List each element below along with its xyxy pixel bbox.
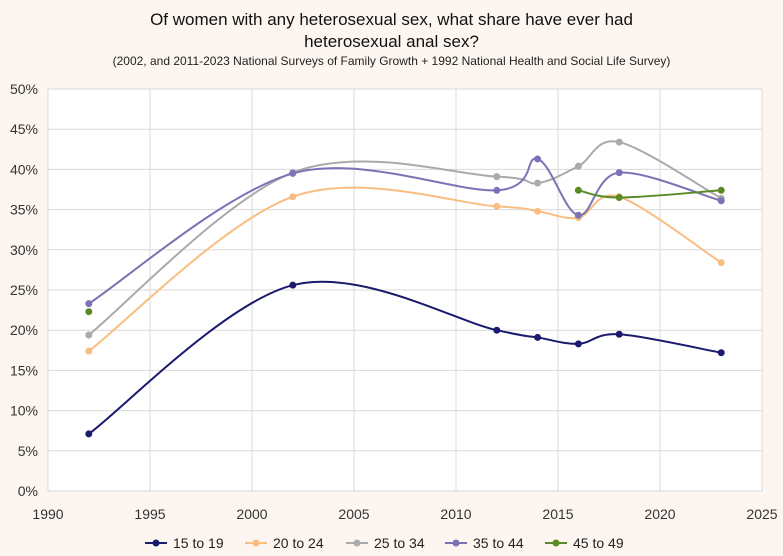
- chart-subtitle: (2002, and 2011-2023 National Surveys of…: [112, 54, 671, 68]
- x-tick-label: 2010: [440, 506, 471, 522]
- legend-marker: [552, 539, 560, 547]
- data-point: [85, 300, 93, 308]
- x-tick-label: 2015: [542, 506, 573, 522]
- data-point: [85, 430, 93, 438]
- data-point: [615, 138, 623, 146]
- y-tick-label: 20%: [10, 322, 38, 338]
- x-tick-label: 2020: [644, 506, 675, 522]
- data-point: [85, 347, 93, 355]
- data-point: [574, 340, 582, 348]
- x-tick-label: 2000: [236, 506, 267, 522]
- y-tick-label: 10%: [10, 403, 38, 419]
- x-tick-label: 1990: [32, 506, 63, 522]
- y-tick-label: 0%: [18, 483, 38, 499]
- data-point: [85, 308, 93, 316]
- data-point: [493, 326, 501, 334]
- x-tick-label: 2025: [746, 506, 777, 522]
- legend-marker: [152, 539, 160, 547]
- y-tick-label: 35%: [10, 202, 38, 218]
- legend-item: 20 to 24: [273, 535, 324, 551]
- data-point: [534, 179, 542, 187]
- data-point: [289, 281, 297, 289]
- data-point: [534, 155, 542, 163]
- data-point: [574, 186, 582, 194]
- y-tick-label: 45%: [10, 121, 38, 137]
- chart-title-line2: heterosexual anal sex?: [304, 32, 479, 51]
- legend-item: 35 to 44: [473, 535, 524, 551]
- data-point: [615, 169, 623, 177]
- data-point: [85, 331, 93, 339]
- data-point: [493, 173, 501, 181]
- data-point: [615, 194, 623, 202]
- legend-item: 25 to 34: [374, 535, 425, 551]
- data-point: [615, 330, 623, 338]
- legend-marker: [452, 539, 460, 547]
- data-point: [493, 186, 501, 194]
- legend-item: 45 to 49: [573, 535, 624, 551]
- y-tick-label: 25%: [10, 282, 38, 298]
- data-point: [493, 202, 501, 210]
- data-point: [717, 349, 725, 357]
- data-point: [717, 186, 725, 194]
- data-point: [717, 259, 725, 267]
- data-point: [574, 211, 582, 219]
- legend-marker: [252, 539, 260, 547]
- data-point: [534, 207, 542, 215]
- chart-title: Of women with any heterosexual sex, what…: [150, 10, 633, 29]
- data-point: [717, 197, 725, 205]
- y-tick-label: 50%: [10, 81, 38, 97]
- data-point: [574, 162, 582, 170]
- legend-item: 15 to 19: [173, 535, 224, 551]
- data-point: [534, 333, 542, 341]
- data-point: [289, 193, 297, 201]
- y-tick-label: 40%: [10, 161, 38, 177]
- x-tick-label: 2005: [338, 506, 369, 522]
- y-tick-label: 15%: [10, 362, 38, 378]
- series-line-4: [578, 189, 722, 199]
- legend-marker: [353, 539, 361, 547]
- y-tick-label: 5%: [18, 443, 38, 459]
- x-tick-label: 1995: [134, 506, 165, 522]
- data-point: [289, 169, 297, 177]
- y-tick-label: 30%: [10, 242, 38, 258]
